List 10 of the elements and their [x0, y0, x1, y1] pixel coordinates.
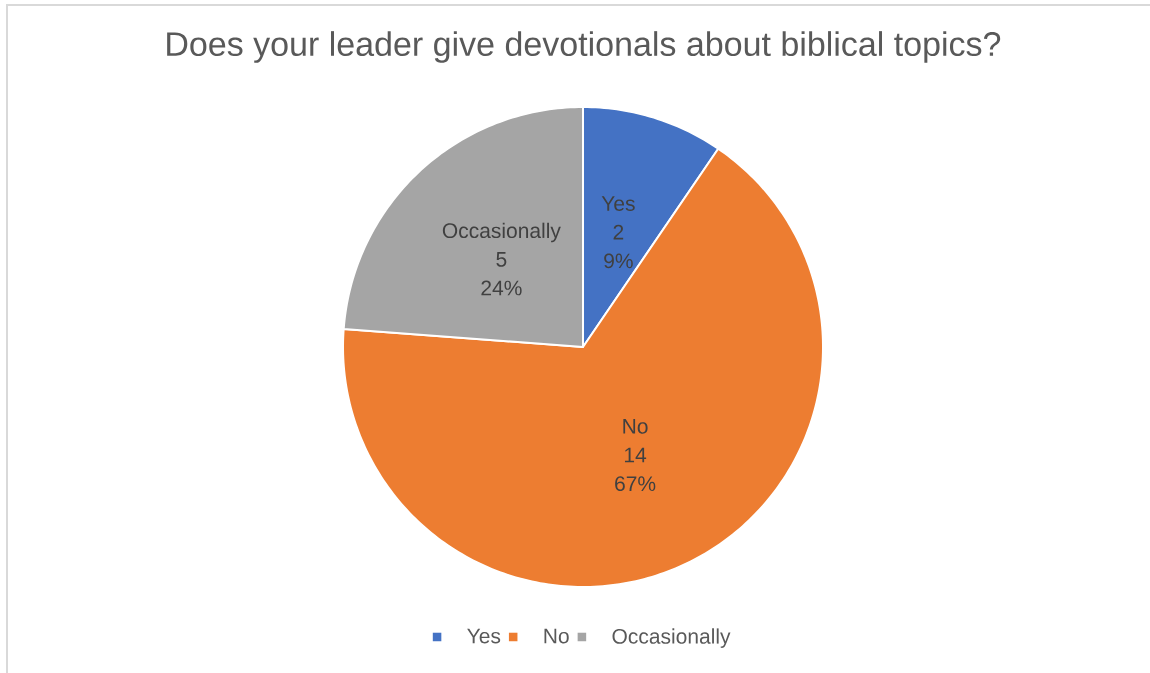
data-label: 5 24% — [481, 252, 522, 296]
legend-label: No — [544, 628, 569, 644]
chart-title: Does your leader give devotionals about biblical topics? — [167, 31, 1001, 63]
legend-label: Occasionally — [612, 628, 731, 648]
slice-label: Yes — [601, 196, 635, 211]
slice-label: Occasionally — [442, 222, 561, 243]
legend-label: Yes — [467, 628, 501, 644]
slice-label: No — [623, 419, 648, 434]
data-label: 2 9% — [604, 224, 633, 269]
data-label: 14 67% — [615, 447, 656, 492]
